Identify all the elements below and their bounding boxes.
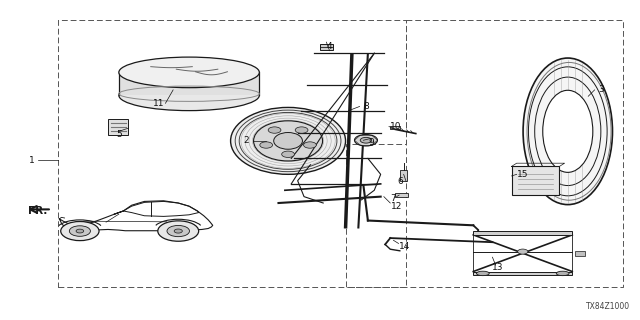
Ellipse shape (253, 121, 323, 161)
Polygon shape (119, 72, 259, 95)
Text: 11: 11 (154, 99, 165, 108)
Circle shape (360, 137, 372, 143)
Text: 14: 14 (399, 242, 411, 251)
Circle shape (260, 142, 273, 148)
Bar (390, 125, 401, 129)
Circle shape (303, 142, 316, 148)
Text: TX84Z1000: TX84Z1000 (586, 302, 630, 311)
Ellipse shape (523, 58, 612, 204)
Circle shape (282, 151, 294, 157)
Bar (473, 271, 572, 275)
Text: 8: 8 (363, 102, 369, 111)
Ellipse shape (556, 271, 569, 276)
Circle shape (295, 127, 308, 133)
Circle shape (69, 226, 90, 236)
Text: 7: 7 (390, 194, 396, 203)
Circle shape (518, 249, 528, 254)
Text: 5: 5 (116, 130, 122, 139)
Bar (320, 44, 333, 50)
Text: 9: 9 (368, 138, 374, 147)
Text: 15: 15 (517, 170, 529, 179)
Bar (575, 251, 585, 256)
Ellipse shape (119, 80, 259, 111)
Ellipse shape (119, 57, 259, 88)
Bar (58, 20, 406, 287)
Bar (473, 231, 572, 235)
Ellipse shape (543, 90, 593, 172)
Text: 2: 2 (244, 136, 250, 145)
Bar (400, 170, 408, 181)
Text: 13: 13 (492, 263, 503, 272)
Text: 3: 3 (598, 85, 604, 94)
Ellipse shape (230, 108, 346, 174)
Ellipse shape (274, 132, 303, 149)
Text: 10: 10 (390, 122, 401, 131)
Bar (396, 193, 408, 197)
Circle shape (61, 221, 99, 241)
Circle shape (167, 226, 189, 237)
Circle shape (76, 229, 84, 233)
Text: 4: 4 (327, 42, 332, 52)
Circle shape (268, 127, 281, 133)
Bar (511, 166, 559, 195)
Circle shape (174, 229, 182, 233)
Circle shape (158, 221, 198, 241)
Text: 6: 6 (397, 177, 403, 186)
Circle shape (355, 134, 378, 146)
Bar (108, 119, 129, 134)
Ellipse shape (476, 271, 489, 276)
Text: 1: 1 (28, 156, 34, 164)
Text: 12: 12 (391, 202, 403, 211)
Text: FR.: FR. (28, 206, 47, 216)
